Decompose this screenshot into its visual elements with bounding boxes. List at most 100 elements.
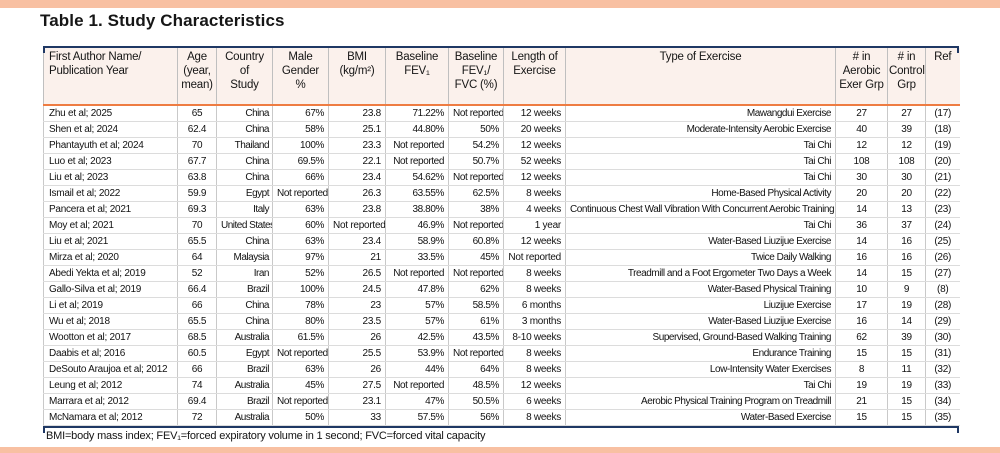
cell-n-control: 108 <box>887 153 926 170</box>
cell-fev1-fvc: 56% <box>448 409 504 426</box>
cell-type: Mawangdui Exercise <box>565 105 836 122</box>
cell-type: Endurance Training <box>565 345 836 362</box>
cell-length: 8 weeks <box>503 361 566 378</box>
cell-fev1-fvc: 50.7% <box>448 153 504 170</box>
cell-length: 12 weeks <box>503 377 566 394</box>
cell-n-control: 37 <box>887 217 926 234</box>
cell-length: 12 weeks <box>503 137 566 154</box>
cell-fev1-fvc: Not reported <box>448 345 504 362</box>
cell-n-aerobic: 10 <box>835 281 888 298</box>
cell-country: China <box>216 105 273 122</box>
cell-author: Liu et al; 2021 <box>43 233 178 250</box>
cell-baseline-fev1: 44.80% <box>385 121 449 138</box>
cell-country: Brazil <box>216 393 273 410</box>
cell-male-gender: 100% <box>272 137 329 154</box>
cell-n-control: 19 <box>887 297 926 314</box>
table-row: Abedi Yekta et al; 2019 52 Iran 52% 26.5 Not … <box>43 265 960 282</box>
cell-length: 20 weeks <box>503 121 566 138</box>
cell-ref: (32) <box>925 361 960 378</box>
col-header-male-gender: Male Gender % <box>272 48 329 106</box>
cell-type: Continuous Chest Wall Vibration With Con… <box>565 201 836 218</box>
cell-age: 52 <box>177 265 217 282</box>
cell-country: Australia <box>216 329 273 346</box>
cell-fev1-fvc: 62% <box>448 281 504 298</box>
cell-country: China <box>216 121 273 138</box>
cell-author: Mirza et al; 2020 <box>43 249 178 266</box>
table-row: Pancera et al; 2021 69.3 Italy 63% 23.8 38.80… <box>43 201 960 218</box>
cell-bmi: 23.4 <box>328 233 386 250</box>
table-row: Daabis et al; 2016 60.5 Egypt Not reported 2… <box>43 345 960 362</box>
cell-type: Twice Daily Walking <box>565 249 836 266</box>
cell-n-control: 27 <box>887 105 926 122</box>
table-top-border <box>43 46 959 53</box>
cell-author: Wu et al; 2018 <box>43 313 178 330</box>
cell-age: 66.4 <box>177 281 217 298</box>
cell-baseline-fev1: 44% <box>385 361 449 378</box>
cell-country: China <box>216 153 273 170</box>
table-header: First Author Name/ Publication Year Age … <box>43 48 960 106</box>
col-header-fev1-fvc: Baseline FEV₁/ FVC (%) <box>448 48 504 106</box>
cell-country: China <box>216 233 273 250</box>
cell-ref: (21) <box>925 169 960 186</box>
cell-length: 3 months <box>503 313 566 330</box>
cell-bmi: 26.5 <box>328 265 386 282</box>
cell-bmi: 25.1 <box>328 121 386 138</box>
cell-country: Australia <box>216 409 273 426</box>
cell-bmi: 23.1 <box>328 393 386 410</box>
cell-age: 66 <box>177 297 217 314</box>
cell-baseline-fev1: 33.5% <box>385 249 449 266</box>
cell-n-aerobic: 30 <box>835 169 888 186</box>
cell-age: 65.5 <box>177 233 217 250</box>
cell-country: China <box>216 297 273 314</box>
col-header-n-control: # in Control Grp <box>887 48 926 106</box>
table-row: Zhu et al; 2025 65 China 67% 23.8 71.22% Not r… <box>43 105 960 122</box>
cell-male-gender: 61.5% <box>272 329 329 346</box>
cell-n-control: 15 <box>887 393 926 410</box>
cell-age: 63.8 <box>177 169 217 186</box>
cell-male-gender: 45% <box>272 377 329 394</box>
cell-ref: (33) <box>925 377 960 394</box>
table-row: Mirza et al; 2020 64 Malaysia 97% 21 33.5% 45%… <box>43 249 960 266</box>
cell-male-gender: 97% <box>272 249 329 266</box>
cell-age: 69.3 <box>177 201 217 218</box>
table-row: Wu et al; 2018 65.5 China 80% 23.5 57% 61% 3 mo… <box>43 313 960 330</box>
table-row: Wootton et al; 2017 68.5 Australia 61.5% 26 4… <box>43 329 960 346</box>
table-row: DeSouto Araujoa et al; 2012 66 Brazil 63% 26… <box>43 361 960 378</box>
cell-author: Ismail et al; 2022 <box>43 185 178 202</box>
cell-male-gender: 66% <box>272 169 329 186</box>
cell-male-gender: 52% <box>272 265 329 282</box>
cell-age: 60.5 <box>177 345 217 362</box>
cell-country: Australia <box>216 377 273 394</box>
border-tick-right <box>957 46 959 53</box>
cell-bmi: 23.5 <box>328 313 386 330</box>
table-row: McNamara et al; 2012 72 Australia 50% 33 57.5… <box>43 409 960 426</box>
table-footnote: BMI=body mass index; FEV₁=forced expirat… <box>46 430 486 442</box>
col-header-bmi: BMI (kg/m²) <box>328 48 386 106</box>
cell-type: Tai Chi <box>565 169 836 186</box>
cell-baseline-fev1: 42.5% <box>385 329 449 346</box>
cell-age: 64 <box>177 249 217 266</box>
cell-n-control: 12 <box>887 137 926 154</box>
cell-fev1-fvc: 43.5% <box>448 329 504 346</box>
cell-male-gender: 69.5% <box>272 153 329 170</box>
cell-type: Water-Based Physical Training <box>565 281 836 298</box>
cell-male-gender: 50% <box>272 409 329 426</box>
col-header-type: Type of Exercise <box>565 48 836 106</box>
cell-ref: (35) <box>925 409 960 426</box>
cell-n-aerobic: 14 <box>835 201 888 218</box>
cell-n-control: 39 <box>887 121 926 138</box>
cell-baseline-fev1: 71.22% <box>385 105 449 122</box>
cell-fev1-fvc: Not reported <box>448 105 504 122</box>
table-row: Luo et al; 2023 67.7 China 69.5% 22.1 Not rep… <box>43 153 960 170</box>
cell-country: Egypt <box>216 345 273 362</box>
cell-age: 72 <box>177 409 217 426</box>
table-row: Moy et al; 2021 70 United States 60% Not rep… <box>43 217 960 234</box>
cell-ref: (29) <box>925 313 960 330</box>
cell-type: Tai Chi <box>565 377 836 394</box>
col-header-n-aerobic: # in Aerobic Exer Grp <box>835 48 888 106</box>
cell-baseline-fev1: 58.9% <box>385 233 449 250</box>
cell-author: Leung et al; 2012 <box>43 377 178 394</box>
cell-baseline-fev1: Not reported <box>385 265 449 282</box>
cell-n-aerobic: 27 <box>835 105 888 122</box>
